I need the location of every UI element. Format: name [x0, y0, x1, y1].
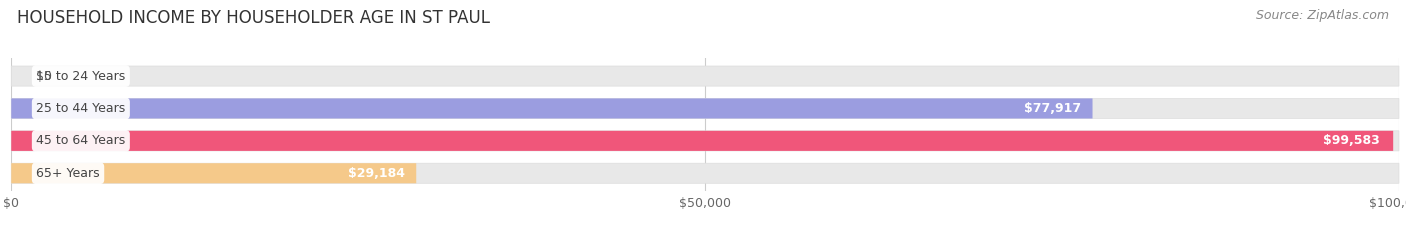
- Text: $0: $0: [37, 70, 52, 82]
- FancyBboxPatch shape: [11, 66, 1399, 86]
- Text: $29,184: $29,184: [349, 167, 405, 180]
- FancyBboxPatch shape: [11, 98, 1092, 119]
- Text: $77,917: $77,917: [1025, 102, 1081, 115]
- FancyBboxPatch shape: [11, 131, 1399, 151]
- Text: 15 to 24 Years: 15 to 24 Years: [37, 70, 125, 82]
- FancyBboxPatch shape: [11, 131, 1393, 151]
- Text: Source: ZipAtlas.com: Source: ZipAtlas.com: [1256, 9, 1389, 22]
- Text: HOUSEHOLD INCOME BY HOUSEHOLDER AGE IN ST PAUL: HOUSEHOLD INCOME BY HOUSEHOLDER AGE IN S…: [17, 9, 489, 27]
- Text: 45 to 64 Years: 45 to 64 Years: [37, 134, 125, 147]
- FancyBboxPatch shape: [11, 163, 416, 183]
- Text: $99,583: $99,583: [1323, 134, 1379, 147]
- Text: 65+ Years: 65+ Years: [37, 167, 100, 180]
- FancyBboxPatch shape: [11, 163, 1399, 183]
- FancyBboxPatch shape: [11, 98, 1399, 119]
- Text: 25 to 44 Years: 25 to 44 Years: [37, 102, 125, 115]
